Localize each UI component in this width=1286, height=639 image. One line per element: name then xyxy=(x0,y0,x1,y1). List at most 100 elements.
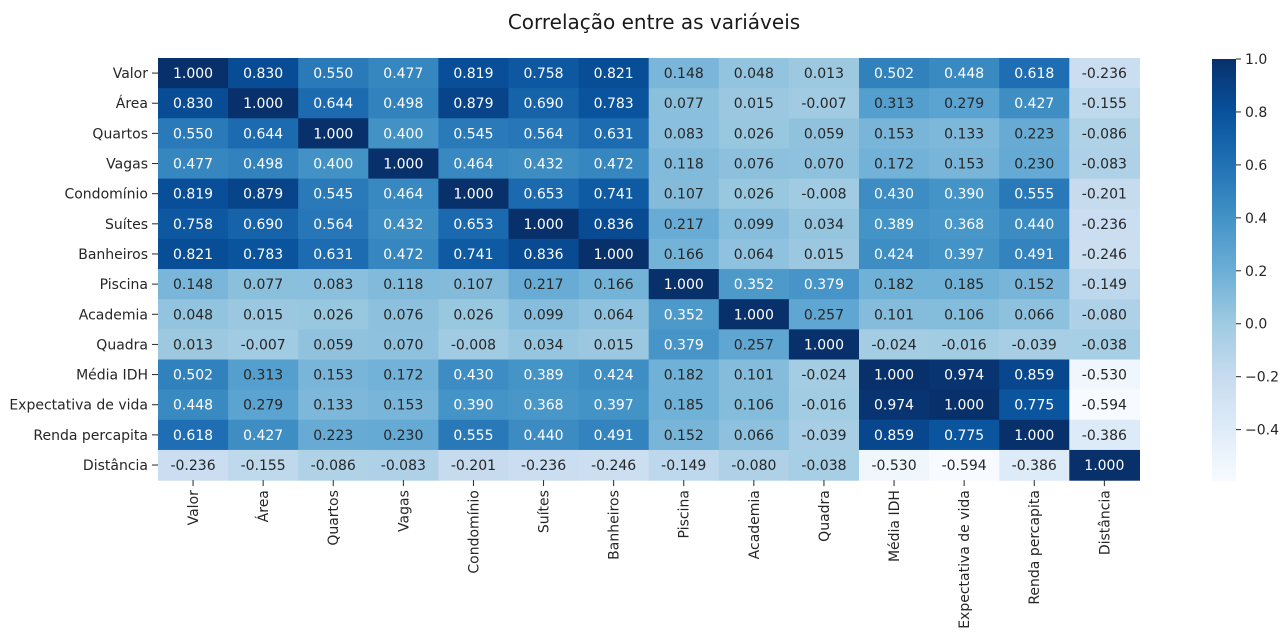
cell-value-label: 0.153 xyxy=(874,126,914,142)
cell-value-label: 0.550 xyxy=(313,66,353,82)
heatmap-cell xyxy=(438,88,510,119)
cell-value-label: 0.015 xyxy=(804,247,844,263)
heatmap-cell xyxy=(298,208,369,240)
heatmap-cell xyxy=(298,299,369,330)
heatmap-cell xyxy=(718,208,790,240)
heatmap-cell xyxy=(859,118,930,150)
cell-value-label: 0.491 xyxy=(1014,247,1054,263)
cell-value-label: 0.313 xyxy=(874,96,914,112)
cell-value-label: 0.440 xyxy=(524,428,564,444)
heatmap-cell xyxy=(788,58,860,89)
row-label: Vagas xyxy=(106,157,148,173)
colorbar-tick-label: 1.0 xyxy=(1245,52,1267,68)
heatmap-cell xyxy=(718,389,790,421)
column-label: Quartos xyxy=(326,490,342,546)
heatmap-cell xyxy=(999,419,1070,451)
heatmap-cell xyxy=(648,178,720,210)
cell-value-label: 0.279 xyxy=(944,96,984,112)
cell-value-label: 0.106 xyxy=(944,307,984,323)
cell-value-label: 0.631 xyxy=(313,247,353,263)
cell-value-label: 0.026 xyxy=(313,307,353,323)
colorbar-tick-label: 0.2 xyxy=(1245,264,1267,280)
cell-value-label: 0.690 xyxy=(524,96,564,112)
cell-value-label: 0.564 xyxy=(524,126,564,142)
heatmap-cell xyxy=(1069,118,1140,150)
heatmap-cell xyxy=(718,178,790,210)
cell-value-label: 1.000 xyxy=(734,307,774,323)
colorbar-tick-label: 0.6 xyxy=(1245,158,1267,174)
column-label: Distância xyxy=(1097,490,1113,555)
heatmap-cell xyxy=(228,178,299,210)
cell-value-label: 0.064 xyxy=(594,307,634,323)
heatmap-cell xyxy=(298,389,369,421)
heatmap-cell xyxy=(718,58,790,89)
heatmap-cell xyxy=(368,299,439,330)
heatmap-cell xyxy=(859,449,930,481)
cell-value-label: 0.836 xyxy=(524,247,564,263)
heatmap-cell xyxy=(578,118,650,150)
cell-value-label: 0.775 xyxy=(1014,398,1054,414)
cell-value-label: 0.083 xyxy=(313,277,353,293)
heatmap-cell xyxy=(999,329,1070,361)
cell-value-label: -0.080 xyxy=(1082,307,1127,323)
colorbar: −0.4 −0.2 0.0 0.2 0.4 0.6 0.8 1.0 xyxy=(1212,52,1279,481)
cell-value-label: 0.498 xyxy=(383,96,423,112)
cell-value-label: 0.118 xyxy=(383,277,423,293)
heatmap-cell xyxy=(788,299,860,330)
column-labels: Valor Área Quartos Vagas Condomínio Suítes Ban… xyxy=(186,480,1113,629)
row-label: Distância xyxy=(83,458,148,474)
heatmap-cell xyxy=(228,88,299,119)
cell-value-label: 0.172 xyxy=(874,157,914,173)
cell-value-label: -0.155 xyxy=(241,458,286,474)
cell-value-label: -0.024 xyxy=(801,368,846,384)
heatmap-cell xyxy=(508,269,580,300)
heatmap-cell xyxy=(648,208,720,240)
heatmap-cell xyxy=(228,299,299,330)
heatmap-cell xyxy=(438,449,510,481)
heatmap-cell xyxy=(438,299,510,330)
heatmap-cell xyxy=(228,58,299,89)
heatmap-cell xyxy=(929,329,1000,361)
cell-value-label: 0.026 xyxy=(453,307,493,323)
cell-value-label: 0.618 xyxy=(173,428,213,444)
heatmap-cell xyxy=(718,359,790,391)
cell-value-label: 0.400 xyxy=(313,157,353,173)
row-label: Expectativa de vida xyxy=(9,398,148,414)
cell-value-label: -0.086 xyxy=(311,458,356,474)
cell-value-label: 0.026 xyxy=(734,126,774,142)
heatmap-cell xyxy=(228,359,299,391)
heatmap-cell xyxy=(368,178,439,210)
heatmap-cell xyxy=(648,299,720,330)
cell-value-label: 0.653 xyxy=(524,187,564,203)
cell-value-label: 0.389 xyxy=(874,217,914,233)
heatmap-cell xyxy=(1069,299,1140,330)
heatmap-cell xyxy=(298,178,369,210)
cell-value-label: 0.059 xyxy=(313,337,353,353)
cell-value-label: 0.185 xyxy=(944,277,984,293)
cell-value-label: 0.631 xyxy=(594,126,634,142)
heatmap-cell xyxy=(1069,88,1140,119)
heatmap-cell xyxy=(158,148,229,180)
heatmap-cell xyxy=(999,58,1070,89)
heatmap-cell xyxy=(1069,389,1140,421)
cell-value-label: 0.424 xyxy=(594,368,634,384)
heatmap-cell xyxy=(788,148,860,180)
cell-value-label: 0.223 xyxy=(313,428,353,444)
heatmap-cell xyxy=(158,208,229,240)
heatmap-cell xyxy=(158,359,229,391)
cell-value-label: 0.390 xyxy=(453,398,493,414)
heatmap-cell xyxy=(648,148,720,180)
heatmap-cell xyxy=(859,88,930,119)
cell-value-label: -0.038 xyxy=(1082,337,1127,353)
cell-value-label: -0.201 xyxy=(451,458,496,474)
heatmap-cells: 1.000 0.830 0.550 0.477 0.819 0.758 0.821 0.148… xyxy=(158,58,1140,481)
cell-value-label: -0.236 xyxy=(1082,217,1127,233)
cell-value-label: 0.477 xyxy=(383,66,423,82)
cell-value-label: 0.230 xyxy=(1014,157,1054,173)
cell-value-label: 0.859 xyxy=(1014,368,1054,384)
heatmap-cell xyxy=(1069,238,1140,270)
cell-value-label: 0.448 xyxy=(944,66,984,82)
heatmap-cell xyxy=(578,389,650,421)
heatmap-cell xyxy=(578,88,650,119)
